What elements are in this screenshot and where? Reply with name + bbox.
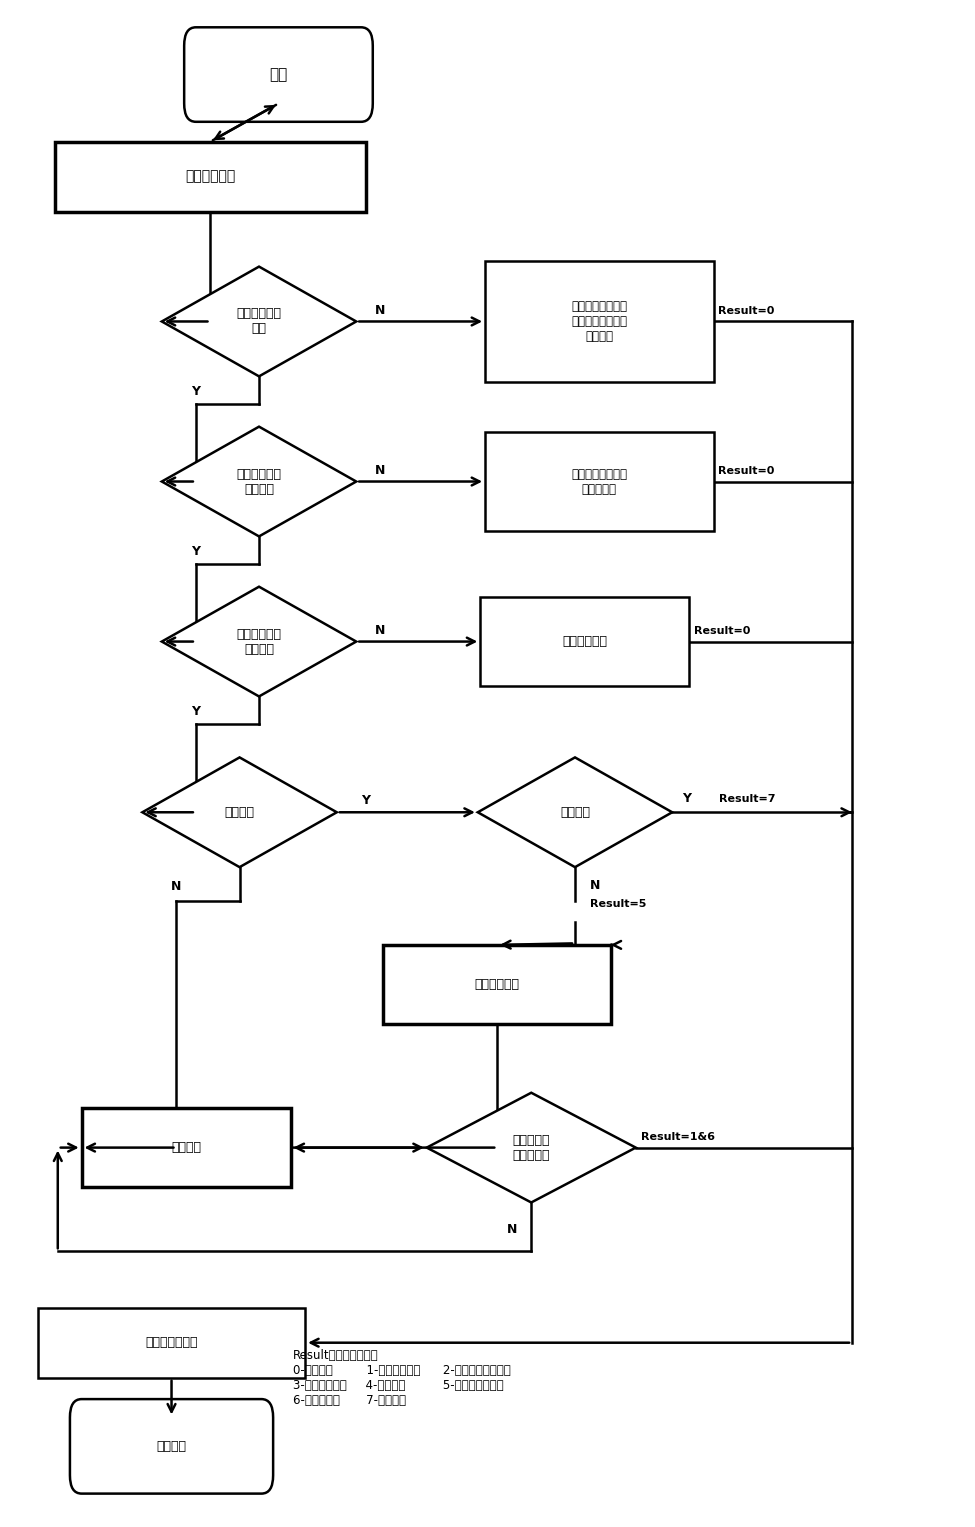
Text: Y: Y [191,545,200,559]
Text: 终端升级: 终端升级 [560,806,590,818]
Text: Y: Y [682,793,691,805]
Text: Result=1&6: Result=1&6 [641,1132,715,1142]
Text: 终端缺陷: 终端缺陷 [224,806,254,818]
Text: N: N [375,464,386,478]
Bar [481,597,689,686]
Text: N: N [172,881,181,893]
Text: Result=7: Result=7 [719,794,775,803]
Text: Y: Y [191,385,200,399]
Text: N: N [375,304,386,318]
Text: 更改安装位置、使
用增益天线或转公
网信号等: 更改安装位置、使 用增益天线或转公 网信号等 [571,299,627,344]
Text: N: N [507,1223,517,1237]
Text: 调试结束: 调试结束 [157,1440,186,1452]
Text: Result=0: Result=0 [719,305,775,316]
Bar [82,1109,291,1186]
Bar [383,945,611,1025]
FancyBboxPatch shape [70,1399,273,1493]
Bar [38,1307,305,1377]
Text: 设置心跳间隔: 设置心跳间隔 [563,635,607,647]
Bar [486,261,714,382]
Polygon shape [142,757,336,867]
Text: 终端软件复位: 终端软件复位 [475,977,520,991]
Polygon shape [478,757,672,867]
Polygon shape [427,1093,636,1202]
Text: 处理记录并反馈: 处理记录并反馈 [145,1336,198,1350]
Polygon shape [162,426,356,536]
Text: 开始: 开始 [269,67,288,82]
Text: Result=0: Result=0 [694,626,751,635]
Text: 终端心跳间隔
时间合适: 终端心跳间隔 时间合适 [237,628,282,655]
Bar [55,142,366,212]
Text: Y: Y [362,794,371,806]
Text: 已完成所有
检查项目？: 已完成所有 检查项目？ [513,1133,550,1162]
Text: 人工确认: 人工确认 [171,1141,201,1154]
Text: Result反馈结果说明：
0-处理成功         1-疑难问题处理      2-公网信号问题处理
3-处理结果校验     4-档案页正       : Result反馈结果说明： 0-处理成功 1-疑难问题处理 2-公网信号问题处理… [293,1348,511,1406]
Text: 远程信号强度
足够: 远程信号强度 足够 [237,307,282,336]
Text: N: N [590,880,600,892]
FancyBboxPatch shape [184,27,372,122]
Polygon shape [162,267,356,376]
Text: 调整安装位置、加
装中继设备: 调整安装位置、加 装中继设备 [571,467,627,496]
Text: Y: Y [191,705,200,718]
Bar [486,432,714,531]
Polygon shape [162,586,356,696]
Text: 核对终端信息: 核对终端信息 [185,169,236,183]
Text: Result=5: Result=5 [590,899,646,909]
Text: 本地通信信号
强度足够: 本地通信信号 强度足够 [237,467,282,496]
Text: Result=0: Result=0 [719,466,775,476]
Text: N: N [375,625,386,637]
